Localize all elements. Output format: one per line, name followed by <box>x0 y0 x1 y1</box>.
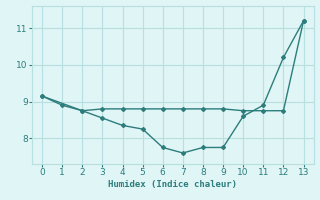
X-axis label: Humidex (Indice chaleur): Humidex (Indice chaleur) <box>108 180 237 189</box>
